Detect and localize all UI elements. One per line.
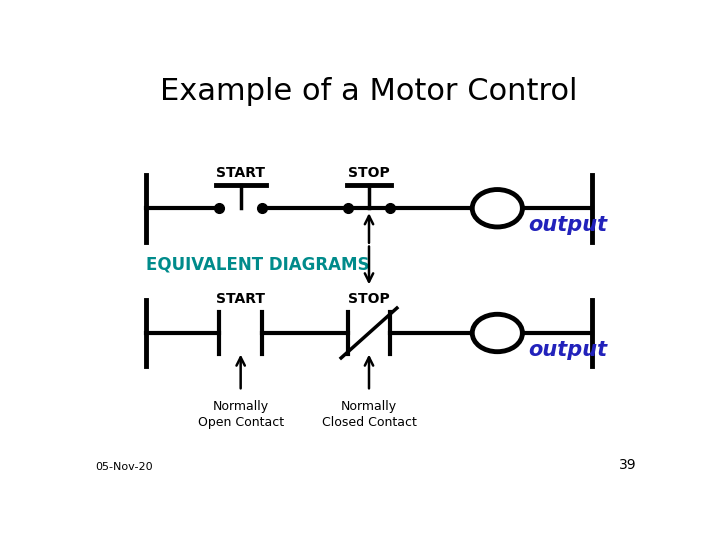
Text: Normally
Open Contact: Normally Open Contact <box>197 400 284 429</box>
Text: STOP: STOP <box>348 166 390 180</box>
Text: output: output <box>528 215 607 235</box>
Text: START: START <box>216 166 265 180</box>
Text: 39: 39 <box>619 458 637 472</box>
Text: 05-Nov-20: 05-Nov-20 <box>96 462 153 472</box>
Text: Example of a Motor Control: Example of a Motor Control <box>161 77 577 106</box>
Text: output: output <box>528 340 607 360</box>
Text: START: START <box>216 292 265 306</box>
Text: Normally
Closed Contact: Normally Closed Contact <box>322 400 416 429</box>
Text: STOP: STOP <box>348 292 390 306</box>
Text: EQUIVALENT DIAGRAMS: EQUIVALENT DIAGRAMS <box>145 255 369 273</box>
